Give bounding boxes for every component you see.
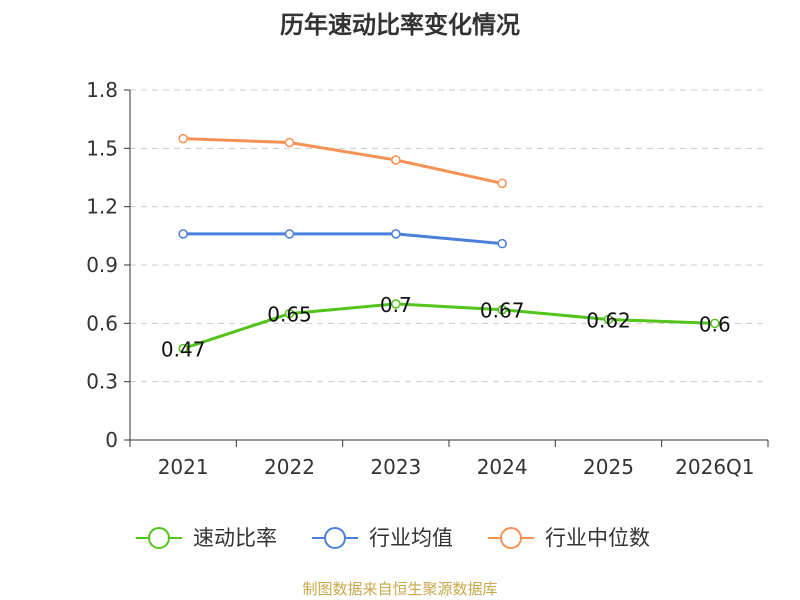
data-point xyxy=(391,229,401,239)
grid-lines xyxy=(130,89,768,383)
data-point xyxy=(178,343,188,354)
legend-item-1[interactable]: 行业均值 xyxy=(312,526,453,550)
legend[interactable]: 速动比率 行业均值 行业中位数 xyxy=(136,526,650,550)
data-point xyxy=(391,155,401,165)
data-labels: 0.47 0.65 0.7 0.67 0.62 0.6 xyxy=(161,293,731,362)
y-tick-label: 1.2 xyxy=(86,195,118,219)
data-label: 0.62 xyxy=(586,308,631,332)
legend-label: 速动比率 xyxy=(193,526,277,550)
series-line-1 xyxy=(183,232,503,246)
data-point xyxy=(284,308,295,319)
x-tick-label: 2023 xyxy=(370,455,421,479)
data-point xyxy=(284,229,295,239)
x-tick-label: 2021 xyxy=(158,455,209,479)
legend-marker xyxy=(148,527,170,549)
data-point xyxy=(710,318,720,329)
data-point xyxy=(284,137,295,148)
source-note: 制图数据来自恒生聚源数据库 xyxy=(302,580,497,598)
legend-item-0[interactable]: 速动比率 xyxy=(136,526,277,550)
series-line-2 xyxy=(183,137,503,185)
legend-marker xyxy=(324,527,346,549)
y-tick-label: 0.9 xyxy=(86,253,118,277)
data-point xyxy=(178,133,188,144)
series-lines xyxy=(178,133,720,354)
data-label: 0.67 xyxy=(480,299,525,323)
x-tick-label: 2024 xyxy=(477,455,528,479)
y-tick-label: 1.8 xyxy=(86,78,118,102)
data-point xyxy=(497,178,507,189)
data-point xyxy=(178,229,188,239)
y-tick-label: 0.3 xyxy=(86,370,118,394)
x-tick-label: 2025 xyxy=(583,455,634,479)
legend-marker xyxy=(500,527,522,549)
x-tick-label: 2026Q1 xyxy=(675,455,754,479)
y-tick-label: 1.5 xyxy=(86,136,118,160)
data-label: 0.47 xyxy=(161,338,206,362)
y-tick-label: 0.6 xyxy=(86,311,118,335)
legend-item-2[interactable]: 行业中位数 xyxy=(488,526,650,550)
axes: 0 0.3 0.6 0.9 1.2 1.5 1.8 2021 2022 2023 2024 2025 2… xyxy=(86,78,769,479)
data-point xyxy=(391,299,401,309)
legend-label: 行业均值 xyxy=(369,526,453,550)
data-point xyxy=(497,304,507,315)
chart-title: 历年速动比率变化情况 xyxy=(280,11,520,39)
data-point xyxy=(497,238,507,249)
series-line-0 xyxy=(182,302,715,351)
data-label: 0.65 xyxy=(267,303,312,327)
y-tick-label: 0 xyxy=(105,428,118,452)
x-tick-label: 2022 xyxy=(264,455,315,479)
data-label: 0.7 xyxy=(380,293,412,317)
data-label: 0.6 xyxy=(699,312,731,336)
legend-label: 行业中位数 xyxy=(545,526,650,550)
data-point xyxy=(603,314,614,325)
